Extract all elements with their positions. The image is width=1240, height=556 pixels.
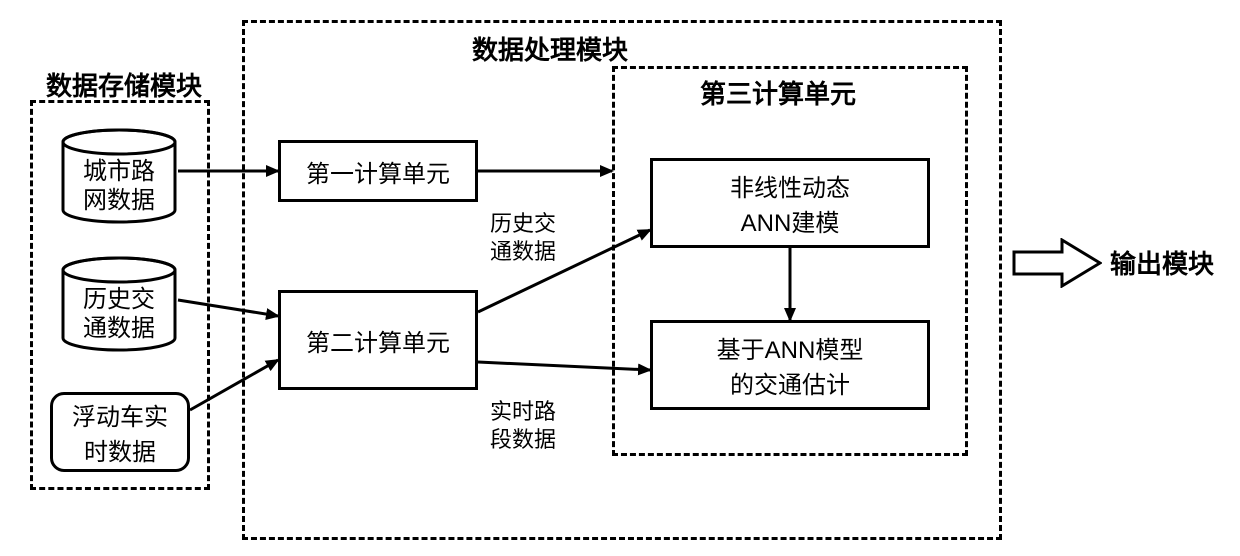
floating-car-label-l1: 浮动车实 bbox=[72, 404, 168, 431]
ann-estimate-l1: 基于ANN模型 bbox=[717, 337, 864, 364]
edge-label-historical-l2: 通数据 bbox=[490, 239, 556, 264]
historical-data-cylinder: 历史交 通数据 bbox=[60, 256, 178, 352]
edge-label-realtime-l1: 实时路 bbox=[490, 399, 556, 424]
calc-unit-1-label: 第一计算单元 bbox=[306, 154, 450, 189]
edge-label-realtime-l2: 段数据 bbox=[490, 427, 556, 452]
edge-label-realtime: 实时路 段数据 bbox=[490, 398, 556, 453]
road-network-label-l2: 网数据 bbox=[83, 187, 155, 214]
processing-module-title: 数据处理模块 bbox=[468, 30, 632, 67]
output-module-label: 输出模块 bbox=[1110, 244, 1214, 281]
output-arrow-icon bbox=[1012, 238, 1102, 288]
historical-data-label-l2: 通数据 bbox=[83, 315, 155, 342]
floating-car-label-l2: 时数据 bbox=[84, 439, 156, 466]
ann-modeling-box: 非线性动态 ANN建模 bbox=[650, 158, 930, 248]
calc-unit-2: 第二计算单元 bbox=[278, 290, 478, 390]
historical-data-label-l1: 历史交 bbox=[83, 286, 155, 313]
calc-unit-2-label: 第二计算单元 bbox=[306, 323, 450, 358]
road-network-label-l1: 城市路 bbox=[83, 158, 155, 185]
ann-estimate-l2: 的交通估计 bbox=[730, 372, 850, 399]
ann-modeling-l1: 非线性动态 bbox=[730, 175, 850, 202]
ann-modeling-l2: ANN建模 bbox=[741, 210, 840, 237]
road-network-cylinder: 城市路 网数据 bbox=[60, 128, 178, 224]
storage-module-title: 数据存储模块 bbox=[42, 66, 206, 103]
ann-estimate-box: 基于ANN模型 的交通估计 bbox=[650, 320, 930, 410]
floating-car-box: 浮动车实 时数据 bbox=[50, 392, 190, 472]
edge-label-historical-l1: 历史交 bbox=[490, 211, 556, 236]
calc-unit-3-title: 第三计算单元 bbox=[696, 74, 860, 111]
edge-label-historical: 历史交 通数据 bbox=[490, 210, 556, 265]
calc-unit-1: 第一计算单元 bbox=[278, 140, 478, 202]
